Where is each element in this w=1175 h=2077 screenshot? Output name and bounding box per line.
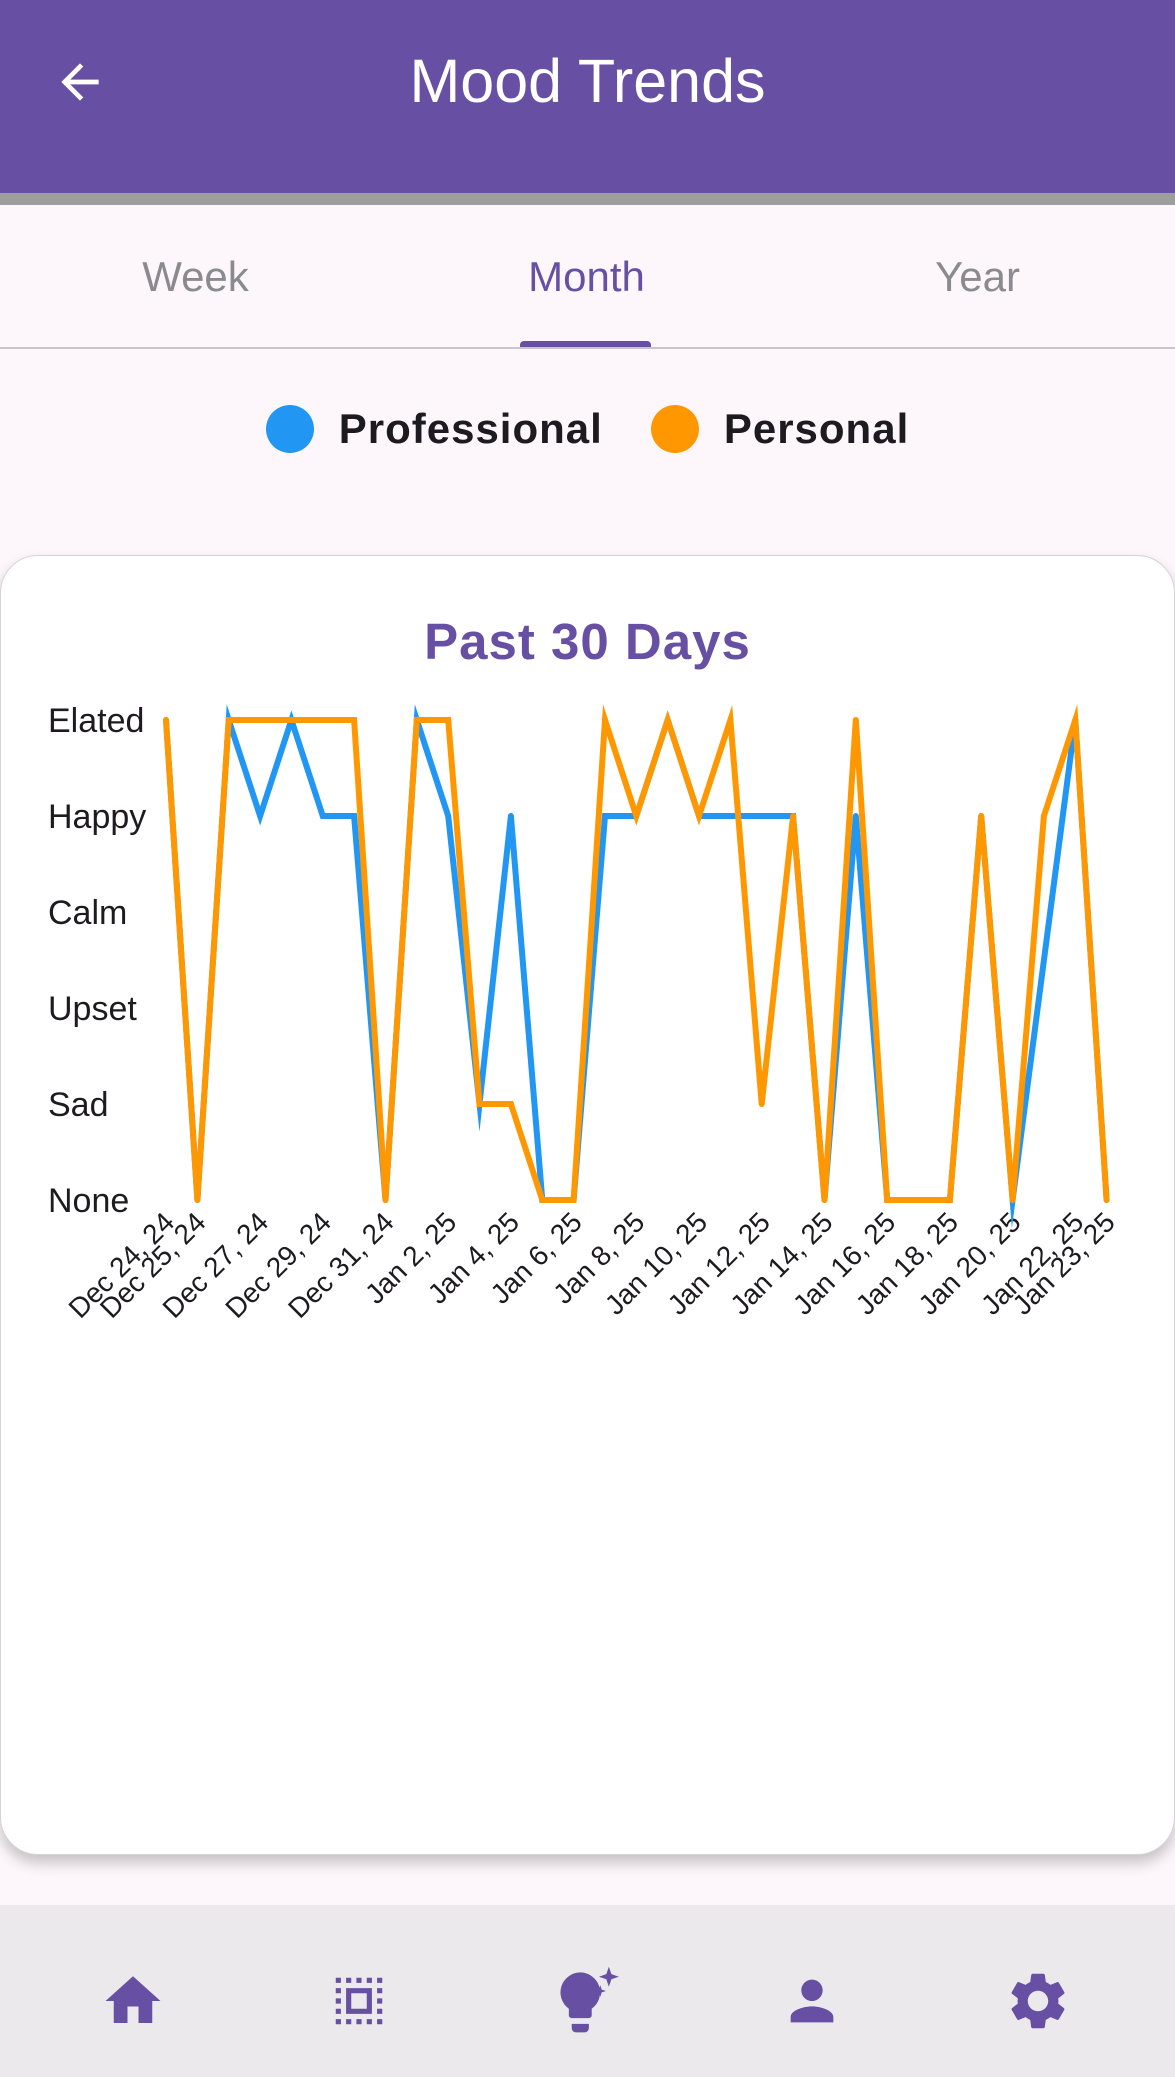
data-point-professional: [507, 813, 514, 819]
lightbulb-sparkle-icon: [560, 1966, 619, 2033]
data-point-personal: [1072, 717, 1079, 723]
tab-divider: [0, 347, 1175, 349]
data-point-personal: [570, 1197, 577, 1203]
y-tick-label: None: [48, 1182, 129, 1220]
nav-insights-button[interactable]: [536, 1951, 636, 2051]
data-point-professional: [758, 813, 765, 819]
legend-item-professional[interactable]: Professional: [265, 405, 603, 453]
data-point-personal: [319, 717, 326, 723]
data-point-personal: [351, 717, 358, 723]
data-point-personal: [476, 1101, 483, 1107]
y-tick-label: Sad: [48, 1086, 109, 1124]
y-tick-label: Calm: [48, 894, 127, 932]
data-point-personal: [884, 1197, 891, 1203]
nav-settings-button[interactable]: [988, 1951, 1088, 2051]
tab-year[interactable]: Year: [935, 253, 1020, 300]
data-point-personal: [382, 1197, 389, 1203]
data-point-professional: [351, 813, 358, 819]
data-point-personal: [225, 717, 232, 723]
nav-dashboard-button[interactable]: [309, 1951, 409, 2051]
data-point-personal: [413, 717, 420, 723]
person-icon: [790, 1979, 834, 2023]
data-point-personal: [507, 1101, 514, 1107]
arrow-back-icon: [61, 63, 99, 101]
data-point-personal: [1103, 1197, 1110, 1203]
data-point-professional: [319, 813, 326, 819]
data-point-professional: [257, 813, 264, 819]
data-point-personal: [790, 813, 797, 819]
data-point-personal: [821, 1197, 828, 1203]
data-point-personal: [163, 717, 169, 723]
data-point-personal: [1040, 813, 1047, 819]
chart-legend: Professional Personal: [0, 400, 1175, 458]
chart-card: [0, 555, 1175, 1855]
data-point-personal: [664, 717, 671, 723]
data-point-professional: [727, 813, 734, 819]
data-point-personal: [633, 813, 640, 819]
data-point-personal: [257, 717, 264, 723]
y-tick-label: Happy: [48, 798, 146, 836]
legend-dot-professional: [265, 405, 314, 453]
data-point-professional: [445, 813, 452, 819]
data-point-personal: [445, 717, 452, 723]
legend-dot-personal: [650, 405, 699, 453]
data-point-personal: [915, 1197, 922, 1203]
tab-month[interactable]: Month: [528, 253, 645, 300]
series-line-professional: [163, 704, 1110, 1229]
tab-week[interactable]: Week: [142, 253, 249, 300]
dashboard-icon: [335, 1977, 383, 2025]
data-point-personal: [727, 717, 734, 723]
legend-label-professional: Professional: [338, 405, 603, 452]
y-tick-label: Upset: [48, 990, 137, 1028]
bottom-navigation: [0, 1905, 1175, 2077]
app-bar: Mood Trends: [0, 0, 1175, 193]
y-tick-label: Elated: [48, 702, 144, 740]
chart-title: Past 30 Days: [424, 613, 751, 670]
legend-label-personal: Personal: [723, 405, 910, 452]
page-title: Mood Trends: [409, 47, 766, 115]
series-line-personal: [163, 704, 1110, 1203]
data-point-personal: [194, 1197, 201, 1203]
period-tabs: Week Month Year: [0, 205, 1175, 348]
data-point-personal: [1009, 1197, 1016, 1203]
data-point-personal: [946, 1197, 953, 1203]
nav-home-button[interactable]: [83, 1951, 183, 2051]
legend-item-personal[interactable]: Personal: [650, 405, 910, 453]
data-point-personal: [288, 717, 295, 723]
tab-indicator: [520, 341, 651, 349]
home-icon: [105, 1976, 161, 2023]
data-point-professional: [602, 813, 608, 819]
data-point-personal: [758, 1101, 765, 1107]
data-point-personal: [696, 813, 702, 819]
data-point-personal: [602, 717, 608, 723]
nav-profile-button[interactable]: [762, 1951, 862, 2051]
app-bar-divider: [0, 193, 1175, 205]
back-button[interactable]: [42, 44, 118, 120]
data-point-personal: [539, 1197, 546, 1203]
data-point-personal: [978, 813, 985, 819]
data-point-professional: [852, 813, 859, 819]
data-point-personal: [852, 717, 859, 723]
settings-icon: [1011, 1973, 1065, 2029]
